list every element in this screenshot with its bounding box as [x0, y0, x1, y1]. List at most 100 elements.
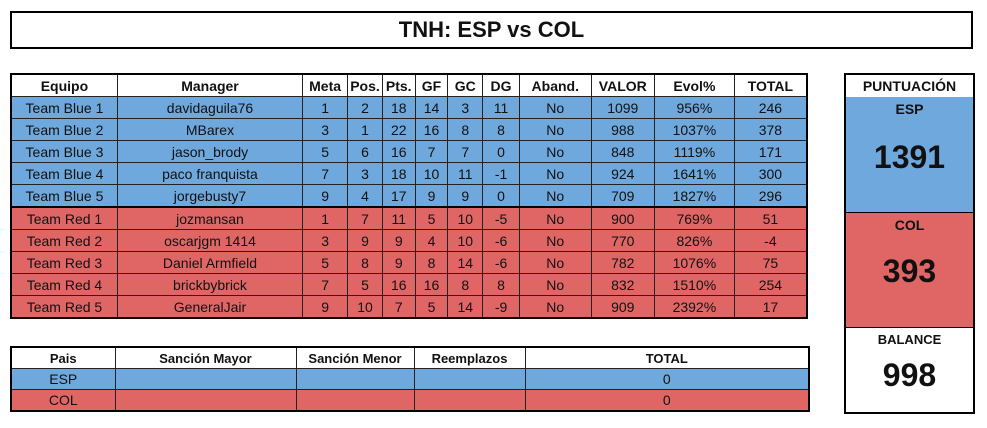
- standings-header-cell: GF: [414, 73, 449, 97]
- standings-cell: 14: [447, 251, 484, 274]
- standings-cell: -5: [482, 206, 520, 230]
- standings-header-cell: GC: [447, 73, 484, 97]
- standings-cell: No: [518, 206, 592, 230]
- table-row: Team Blue 3 jason_brody 5 6 16 7 7 0 No 848 1119% 1…: [10, 140, 808, 163]
- standings-cell: 9: [381, 229, 416, 252]
- standings-cell: 4: [414, 229, 449, 252]
- standings-cell: 956%: [653, 96, 735, 119]
- standings-cell: Team Blue 1: [10, 96, 118, 119]
- penalty-cell: [413, 368, 526, 390]
- standings-cell: 11: [447, 162, 484, 185]
- penalty-cell: [295, 368, 415, 390]
- standings-cell: 0: [482, 184, 520, 208]
- standings-cell: 8: [482, 118, 520, 141]
- standings-header-cell: Pos.: [347, 73, 383, 97]
- penalty-cell: 0: [524, 368, 810, 390]
- penalty-cell: COL: [10, 389, 116, 412]
- standings-cell: 14: [414, 96, 449, 119]
- col-score-box: COL 393: [846, 213, 973, 328]
- standings-cell: 1: [302, 96, 349, 119]
- penalty-cell: [114, 389, 297, 412]
- standings-cell: 1037%: [653, 118, 735, 141]
- standings-cell: 924: [590, 162, 655, 185]
- standings-cell: 7: [302, 162, 349, 185]
- penalty-header-cell: Reemplazos: [413, 346, 526, 369]
- standings-cell: 0: [482, 140, 520, 163]
- standings-cell: 1099: [590, 96, 655, 119]
- standings-cell: jozmansan: [116, 206, 304, 230]
- penalty-cell: [114, 368, 297, 390]
- standings-cell: Team Blue 2: [10, 118, 118, 141]
- standings-cell: paco franquista: [116, 162, 304, 185]
- standings-cell: 3: [347, 162, 383, 185]
- standings-cell: 254: [733, 273, 808, 296]
- table-row: Team Red 2 oscarjgm 1414 3 9 9 4 10 -6 No 770 826%…: [10, 229, 808, 252]
- standings-cell: 10: [347, 295, 383, 319]
- penalty-header-cell: Sanción Mayor: [114, 346, 297, 369]
- standings-cell: Team Blue 5: [10, 184, 118, 208]
- standings-cell: 10: [414, 162, 449, 185]
- standings-cell: Team Red 5: [10, 295, 118, 319]
- standings-cell: -4: [733, 229, 808, 252]
- standings-cell: Team Blue 4: [10, 162, 118, 185]
- penalty-table: Pais Sanción Mayor Sanción Menor Reemplazos…: [10, 346, 810, 412]
- standings-cell: 9: [302, 295, 349, 319]
- standings-cell: 16: [414, 118, 449, 141]
- standings-cell: No: [518, 273, 592, 296]
- standings-cell: 16: [381, 140, 416, 163]
- standings-cell: -6: [482, 229, 520, 252]
- standings-cell: 18: [381, 162, 416, 185]
- standings-cell: 7: [381, 295, 416, 319]
- table-row: Team Blue 4 paco franquista 7 3 18 10 11 -1 No 92…: [10, 162, 808, 185]
- standings-cell: davidaguila76: [116, 96, 304, 119]
- standings-cell: 5: [302, 140, 349, 163]
- standings-cell: 296: [733, 184, 808, 208]
- table-row: ESP 0: [10, 368, 810, 390]
- standings-cell: GeneralJair: [116, 295, 304, 319]
- score-panel-header: PUNTUACIÓN: [846, 75, 973, 98]
- standings-cell: 10: [447, 206, 484, 230]
- standings-cell: 9: [414, 184, 449, 208]
- standings-cell: 1076%: [653, 251, 735, 274]
- standings-header-cell: Equipo: [10, 73, 118, 97]
- standings-cell: 848: [590, 140, 655, 163]
- standings-cell: No: [518, 229, 592, 252]
- table-row: Team Red 1 jozmansan 1 7 11 5 10 -5 No 900 769% 51: [10, 206, 808, 230]
- standings-cell: 17: [381, 184, 416, 208]
- standings-cell: 246: [733, 96, 808, 119]
- standings-cell: 9: [347, 229, 383, 252]
- standings-cell: -1: [482, 162, 520, 185]
- score-panel: PUNTUACIÓN ESP 1391 COL 393 BALANCE 998: [844, 73, 975, 414]
- standings-cell: -6: [482, 251, 520, 274]
- penalty-header-row: Pais Sanción Mayor Sanción Menor Reemplazos…: [10, 346, 810, 369]
- standings-cell: 51: [733, 206, 808, 230]
- standings-cell: 5: [302, 251, 349, 274]
- standings-cell: 10: [447, 229, 484, 252]
- table-row: Team Red 3 Daniel Armfield 5 8 9 8 14 -6 No 782 10…: [10, 251, 808, 274]
- standings-header-cell: DG: [482, 73, 520, 97]
- penalty-cell: [295, 389, 415, 412]
- table-row: Team Blue 5 jorgebusty7 9 4 17 9 9 0 No 709 1827% 2…: [10, 184, 808, 208]
- standings-cell: 378: [733, 118, 808, 141]
- penalty-header-cell: Sanción Menor: [295, 346, 415, 369]
- standings-cell: 18: [381, 96, 416, 119]
- standings-cell: 11: [482, 96, 520, 119]
- standings-cell: 5: [347, 273, 383, 296]
- standings-cell: jason_brody: [116, 140, 304, 163]
- standings-header-cell: Pts.: [381, 73, 416, 97]
- standings-cell: 3: [302, 118, 349, 141]
- standings-header-cell: Meta: [302, 73, 349, 97]
- standings-cell: 3: [447, 96, 484, 119]
- standings-cell: 5: [414, 295, 449, 319]
- standings-header-cell: TOTAL: [733, 73, 808, 97]
- standings-cell: No: [518, 184, 592, 208]
- standings-cell: 1641%: [653, 162, 735, 185]
- standings-cell: No: [518, 162, 592, 185]
- standings-cell: oscarjgm 1414: [116, 229, 304, 252]
- standings-cell: Daniel Armfield: [116, 251, 304, 274]
- standings-cell: 1827%: [653, 184, 735, 208]
- standings-cell: 769%: [653, 206, 735, 230]
- standings-cell: 1: [302, 206, 349, 230]
- standings-cell: 7: [414, 140, 449, 163]
- esp-score: 1391: [873, 139, 946, 175]
